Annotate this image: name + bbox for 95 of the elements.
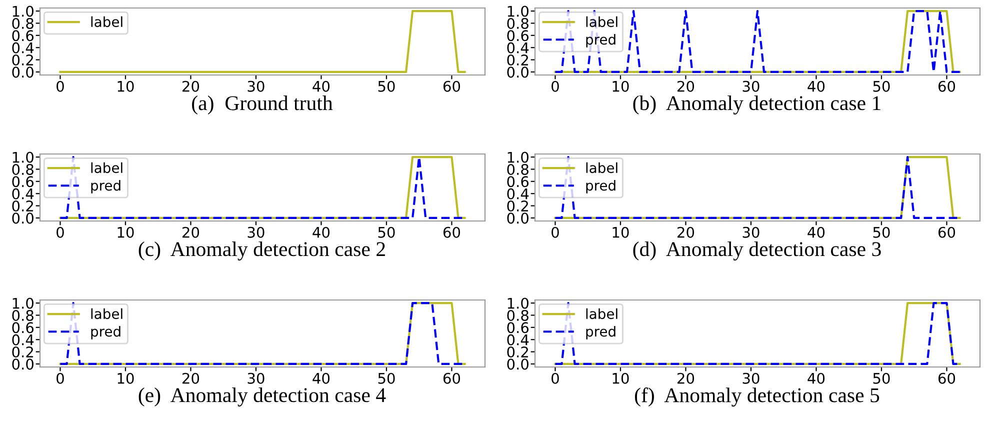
x-tick-label: 10	[612, 372, 629, 384]
y-tick-label: 0.0	[12, 66, 34, 78]
x-tick-label: 40	[312, 372, 330, 384]
x-tick-label: 20	[182, 226, 200, 238]
x-tick-label: 10	[118, 372, 134, 384]
y-tick-label: 0.4	[507, 188, 529, 200]
text: (a) Ground truth	[192, 96, 333, 114]
y-tick-label: 0.8	[507, 310, 528, 321]
y-tick-label: 0.2	[12, 200, 33, 212]
x-tick-label: 50	[873, 372, 890, 384]
x-tick-label: 30	[742, 372, 760, 384]
y-tick-label: 1.0	[508, 298, 528, 309]
x-tick-label: 40	[808, 372, 825, 384]
text: (b) Anomaly detection case 1	[633, 96, 880, 114]
legend-label: pred	[586, 180, 616, 194]
x-tick-label: 20	[678, 372, 694, 384]
legend-label: label	[586, 308, 618, 320]
x-tick-label: 20	[182, 80, 200, 92]
y-tick-label: 0.8	[12, 164, 34, 175]
x-tick-label: 10	[118, 226, 134, 238]
x-tick-label: 20	[678, 226, 694, 238]
legend-label: pred	[91, 180, 120, 194]
legend-label: label	[586, 16, 618, 28]
x-tick-label: 10	[612, 80, 629, 92]
text: (f) Anomaly detection case 5	[634, 387, 880, 407]
y-tick-label: 0.4	[12, 42, 34, 54]
y-tick-label: 0.6	[12, 176, 34, 188]
x-tick-label: 40	[312, 226, 330, 238]
x-tick-label: 0	[552, 372, 559, 384]
x-tick-label: 60	[938, 80, 956, 92]
text: (c) Anomaly detection case 2	[138, 242, 385, 260]
x-tick-label: 0	[552, 80, 559, 92]
y-tick-label: 0.0	[12, 212, 34, 224]
y-tick-label: 0.2	[507, 200, 528, 212]
x-tick-label: 20	[182, 372, 200, 384]
y-tick-label: 0.2	[12, 54, 33, 66]
y-tick-label: 0.6	[507, 176, 529, 188]
y-tick-label: 1.0	[508, 6, 528, 17]
y-tick-label: 0.2	[507, 54, 528, 66]
y-tick-label: 1.0	[12, 298, 34, 309]
y-tick-label: 0.6	[507, 30, 529, 42]
y-tick-label: 0.4	[507, 42, 529, 54]
legend-label: label	[91, 162, 122, 174]
text: (d) Anomaly detection case 3	[633, 242, 881, 260]
y-tick-label: 0.0	[507, 66, 528, 78]
legend-label: pred	[91, 326, 120, 340]
y-tick-label: 0.8	[12, 18, 34, 29]
x-tick-label: 40	[808, 226, 825, 238]
y-tick-label: 1.0	[508, 152, 528, 163]
x-tick-label: 0	[56, 372, 64, 384]
x-tick-label: 30	[248, 80, 264, 92]
y-tick-label: 0.6	[507, 322, 529, 334]
x-tick-label: 40	[312, 80, 330, 92]
legend-label: label	[586, 162, 618, 174]
x-tick-label: 50	[873, 226, 890, 238]
x-tick-label: 30	[742, 226, 760, 238]
legend-label: label	[91, 16, 122, 28]
y-tick-label: 1.0	[12, 152, 34, 163]
x-tick-label: 60	[938, 372, 956, 384]
legend-label: pred	[586, 34, 616, 48]
x-tick-label: 50	[378, 226, 395, 238]
y-tick-label: 0.8	[507, 18, 528, 29]
x-tick-label: 10	[118, 80, 134, 92]
y-tick-label: 0.0	[507, 212, 528, 224]
x-tick-label: 30	[248, 226, 264, 238]
x-tick-label: 0	[56, 80, 64, 92]
x-tick-label: 20	[678, 80, 694, 92]
x-tick-label: 60	[443, 226, 460, 238]
x-tick-label: 30	[248, 372, 264, 384]
y-tick-label: 0.4	[507, 334, 529, 346]
y-tick-label: 0.0	[12, 358, 34, 370]
y-tick-label: 0.6	[12, 322, 34, 334]
x-tick-label: 60	[938, 226, 956, 238]
text: (e) Anomaly detection case 4	[138, 388, 386, 406]
x-tick-label: 0	[552, 226, 559, 238]
x-tick-label: 50	[378, 80, 395, 92]
x-tick-label: 0	[56, 226, 64, 238]
x-tick-label: 40	[808, 80, 825, 92]
y-tick-label: 1.0	[12, 6, 34, 17]
y-tick-label: 0.2	[12, 346, 33, 358]
x-tick-label: 60	[443, 372, 460, 384]
x-tick-label: 10	[612, 226, 629, 238]
y-tick-label: 0.2	[507, 346, 528, 358]
y-tick-label: 0.4	[12, 188, 34, 200]
x-tick-label: 50	[378, 372, 395, 384]
x-tick-label: 30	[742, 80, 760, 92]
legend-label: pred	[586, 326, 616, 340]
y-tick-label: 0.4	[12, 334, 34, 346]
x-tick-label: 60	[443, 80, 460, 92]
y-tick-label: 0.8	[12, 310, 34, 321]
y-tick-label: 0.0	[507, 358, 528, 370]
legend-label: label	[91, 308, 122, 320]
x-tick-label: 50	[873, 80, 890, 92]
y-tick-label: 0.8	[507, 164, 528, 175]
y-tick-label: 0.6	[12, 30, 34, 42]
